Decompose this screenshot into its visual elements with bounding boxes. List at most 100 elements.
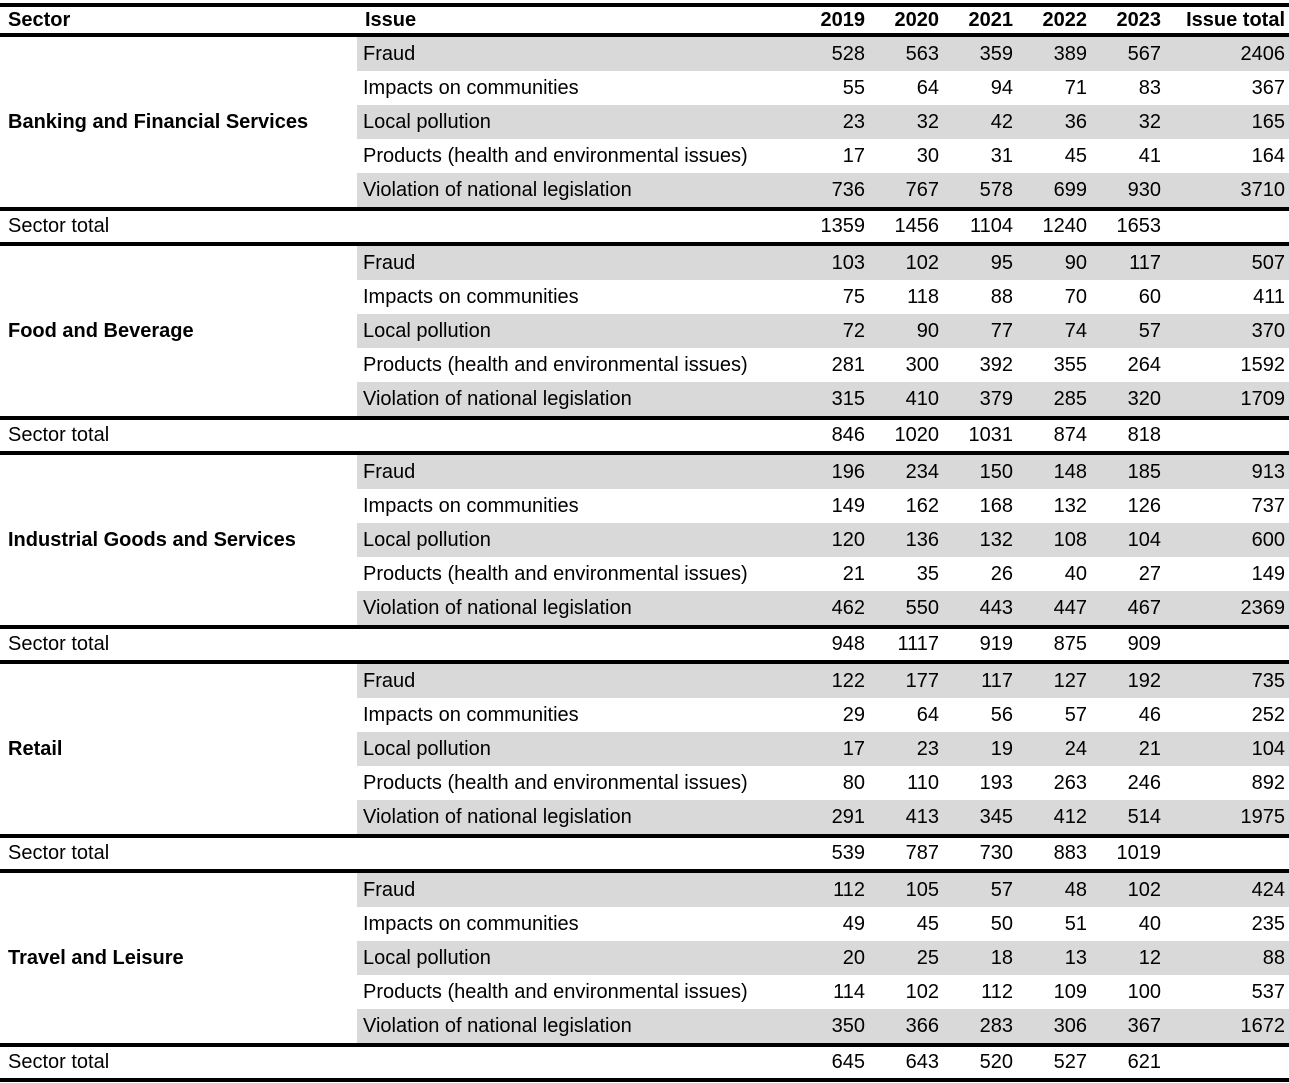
issue-label-cell: Local pollution <box>357 941 797 975</box>
value-cell: 29 <box>842 703 865 726</box>
column-header: 2019 <box>797 5 871 37</box>
issue-label-cell: Local pollution <box>357 105 797 139</box>
value-cell: 264 <box>1127 353 1161 376</box>
value-cell: 94 <box>990 76 1013 99</box>
sector-total-value-cell: 909 <box>1093 625 1167 664</box>
issue-total-cell: 537 <box>1251 980 1285 1003</box>
sector-total-value-cell: 1020 <box>871 416 945 455</box>
sector-total-value-cell: 1359 <box>797 207 871 246</box>
value-cell: 126 <box>1127 494 1161 517</box>
value-cell: 114 <box>833 980 865 1003</box>
value-cell: 122 <box>797 662 871 698</box>
value-cell: 355 <box>1053 353 1087 376</box>
value-cell: 71 <box>1064 76 1087 99</box>
sector-total-row: Sector total 948 1117 919 875 909 <box>0 625 1289 664</box>
value-cell: 104 <box>1093 523 1167 557</box>
issue-label-cell: Impacts on communities <box>363 76 579 99</box>
value-cell: 30 <box>916 144 939 167</box>
value-cell: 578 <box>945 173 1019 209</box>
sector-name-cell: Industrial Goods and Services <box>0 453 357 627</box>
sector-total-label: Sector total <box>0 834 797 873</box>
table-row: Violation of national legislation 315 41… <box>0 382 1289 418</box>
sector-total-row: Sector total 645 643 520 527 621 <box>0 1043 1289 1082</box>
issue-label-cell: Impacts on communities <box>363 703 579 726</box>
value-cell: 27 <box>1138 562 1161 585</box>
issue-label-cell: Fraud <box>357 453 797 489</box>
value-cell: 234 <box>871 453 945 489</box>
issue-total-cell: 104 <box>1167 732 1289 766</box>
column-header: 2020 <box>871 5 945 37</box>
issue-total-cell: 913 <box>1167 453 1289 489</box>
sector-total-value-cell: 527 <box>1019 1043 1093 1082</box>
value-cell: 21 <box>842 562 865 585</box>
value-cell: 88 <box>990 285 1013 308</box>
value-cell: 467 <box>1093 591 1167 627</box>
column-header: Issue total <box>1167 5 1289 37</box>
table-row: Violation of national legislation 291 41… <box>0 800 1289 836</box>
value-cell: 23 <box>871 732 945 766</box>
sector-name-cell: Retail <box>0 662 357 836</box>
value-cell: 102 <box>1093 871 1167 907</box>
value-cell: 185 <box>1093 453 1167 489</box>
sector-total-value-cell: 883 <box>1019 834 1093 873</box>
sector-total-value-cell: 645 <box>797 1043 871 1082</box>
column-header: 2023 <box>1093 5 1167 37</box>
value-cell: 17 <box>797 732 871 766</box>
sector-total-row: Sector total 1359 1456 1104 1240 1653 <box>0 207 1289 246</box>
value-cell: 49 <box>842 912 865 935</box>
value-cell: 136 <box>871 523 945 557</box>
table-row: Products (health and environmental issue… <box>0 975 1289 1009</box>
issues-table: Sector Issue 2019 2020 2021 2022 2023 Is… <box>0 3 1289 1082</box>
column-header: Issue <box>357 5 797 37</box>
table-row: Impacts on communities 149 162 168 132 1… <box>0 489 1289 523</box>
value-cell: 46 <box>1138 703 1161 726</box>
value-cell: 20 <box>797 941 871 975</box>
issue-label-cell: Products (health and environmental issue… <box>363 144 748 167</box>
sector-total-value-cell: 1104 <box>945 207 1019 246</box>
value-cell: 443 <box>945 591 1019 627</box>
sector-total-value-cell: 787 <box>871 834 945 873</box>
sector-total-label: Sector total <box>0 207 797 246</box>
value-cell: 51 <box>1064 912 1087 935</box>
value-cell: 83 <box>1138 76 1161 99</box>
sector-total-label: Sector total <box>0 625 797 664</box>
value-cell: 80 <box>842 771 865 794</box>
value-cell: 447 <box>1019 591 1093 627</box>
column-header: 2022 <box>1019 5 1093 37</box>
value-cell: 75 <box>842 285 865 308</box>
table-row: Travel and Leisure Fraud 112 105 57 48 1… <box>0 871 1289 1045</box>
sector-total-value-cell: 520 <box>945 1043 1019 1082</box>
issue-total-cell: 164 <box>1251 144 1285 167</box>
value-cell: 300 <box>905 353 939 376</box>
header-row: Sector Issue 2019 2020 2021 2022 2023 Is… <box>0 5 1289 37</box>
issue-label-cell: Fraud <box>357 871 797 907</box>
sector-total-value-cell: 948 <box>797 625 871 664</box>
sector-total-value-cell: 919 <box>945 625 1019 664</box>
sector-section: Food and Beverage Fraud 103 102 95 90 11… <box>0 244 1289 455</box>
table-row: Products (health and environmental issue… <box>0 348 1289 382</box>
table-row: Products (health and environmental issue… <box>0 557 1289 591</box>
issue-total-cell: 1672 <box>1167 1009 1289 1045</box>
sector-section: Banking and Financial Services Fraud 528… <box>0 35 1289 246</box>
value-cell: 550 <box>871 591 945 627</box>
issue-total-cell: 892 <box>1251 771 1285 794</box>
table-row: Local pollution 120 136 132 108 104 600 <box>0 523 1289 557</box>
table-row: Impacts on communities 75 118 88 70 60 4… <box>0 280 1289 314</box>
value-cell: 25 <box>871 941 945 975</box>
value-cell: 315 <box>797 382 871 418</box>
sector-total-value-cell: 539 <box>797 834 871 873</box>
sector-name-cell: Banking and Financial Services <box>0 35 357 209</box>
value-cell: 42 <box>945 105 1019 139</box>
value-cell: 23 <box>797 105 871 139</box>
table-row: Violation of national legislation 736 76… <box>0 173 1289 209</box>
sector-total-value-cell: 730 <box>945 834 1019 873</box>
table-row: Banking and Financial Services Fraud 528… <box>0 35 1289 209</box>
value-cell: 32 <box>1093 105 1167 139</box>
value-cell: 120 <box>797 523 871 557</box>
issue-label-cell: Products (health and environmental issue… <box>363 980 748 1003</box>
issue-label-cell: Impacts on communities <box>363 285 579 308</box>
value-cell: 48 <box>1019 871 1093 907</box>
sector-section: Industrial Goods and Services Fraud 196 … <box>0 453 1289 664</box>
value-cell: 103 <box>797 244 871 280</box>
issue-label-cell: Products (health and environmental issue… <box>363 771 748 794</box>
